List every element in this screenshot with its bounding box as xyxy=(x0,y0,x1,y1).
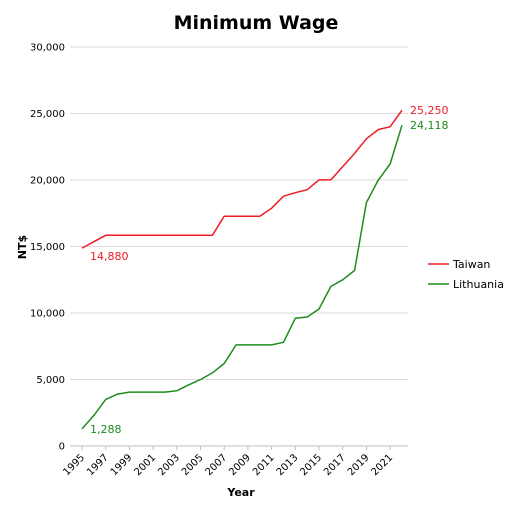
series-line-lithuania xyxy=(81,124,403,430)
x-tick-label: 2001 xyxy=(132,452,158,478)
x-tick-label: 1995 xyxy=(61,452,87,478)
chart-title: Minimum Wage xyxy=(174,12,339,34)
x-tick-label: 2011 xyxy=(251,452,277,478)
data-label: 24,118 xyxy=(410,119,449,132)
x-tick-label: 2015 xyxy=(298,452,324,478)
x-tick-label: 1999 xyxy=(109,452,135,478)
x-tick-label: 2019 xyxy=(346,452,372,478)
legend-label-taiwan: Taiwan xyxy=(452,258,490,271)
x-tick-label: 2009 xyxy=(227,452,253,478)
data-label: 1,288 xyxy=(90,423,122,436)
x-tick-label: 2021 xyxy=(369,452,395,478)
legend: Taiwan Lithuania xyxy=(428,258,504,291)
y-tick-label: 0 xyxy=(59,442,65,453)
x-axis-title: Year xyxy=(226,486,255,499)
series-lines xyxy=(81,109,403,430)
y-tick-label: 20,000 xyxy=(30,176,65,187)
y-axis-title: NT$ xyxy=(16,235,29,259)
x-tick-label: 2013 xyxy=(275,452,301,478)
data-label: 14,880 xyxy=(90,250,129,263)
y-tick-label: 15,000 xyxy=(30,242,65,253)
y-tick-label: 25,000 xyxy=(30,109,65,120)
x-tick-label: 2003 xyxy=(156,452,182,478)
y-tick-label: 30,000 xyxy=(30,43,65,54)
series-line-taiwan xyxy=(81,109,403,249)
x-tick-label: 2007 xyxy=(204,452,230,478)
data-labels: 14,880 25,250 1,288 24,118 xyxy=(90,104,449,436)
gridlines xyxy=(70,46,408,447)
legend-label-lithuania: Lithuania xyxy=(453,278,504,291)
y-tick-label: 5,000 xyxy=(36,375,65,386)
y-tick-label: 10,000 xyxy=(30,309,65,320)
axes: 0 5,000 10,000 15,000 20,000 25,000 30,000 1995… xyxy=(30,43,395,479)
x-tick-label: 2005 xyxy=(180,452,206,478)
data-label: 25,250 xyxy=(410,104,449,117)
x-tick-label: 2017 xyxy=(322,452,348,478)
x-tick-label: 1997 xyxy=(85,452,111,478)
